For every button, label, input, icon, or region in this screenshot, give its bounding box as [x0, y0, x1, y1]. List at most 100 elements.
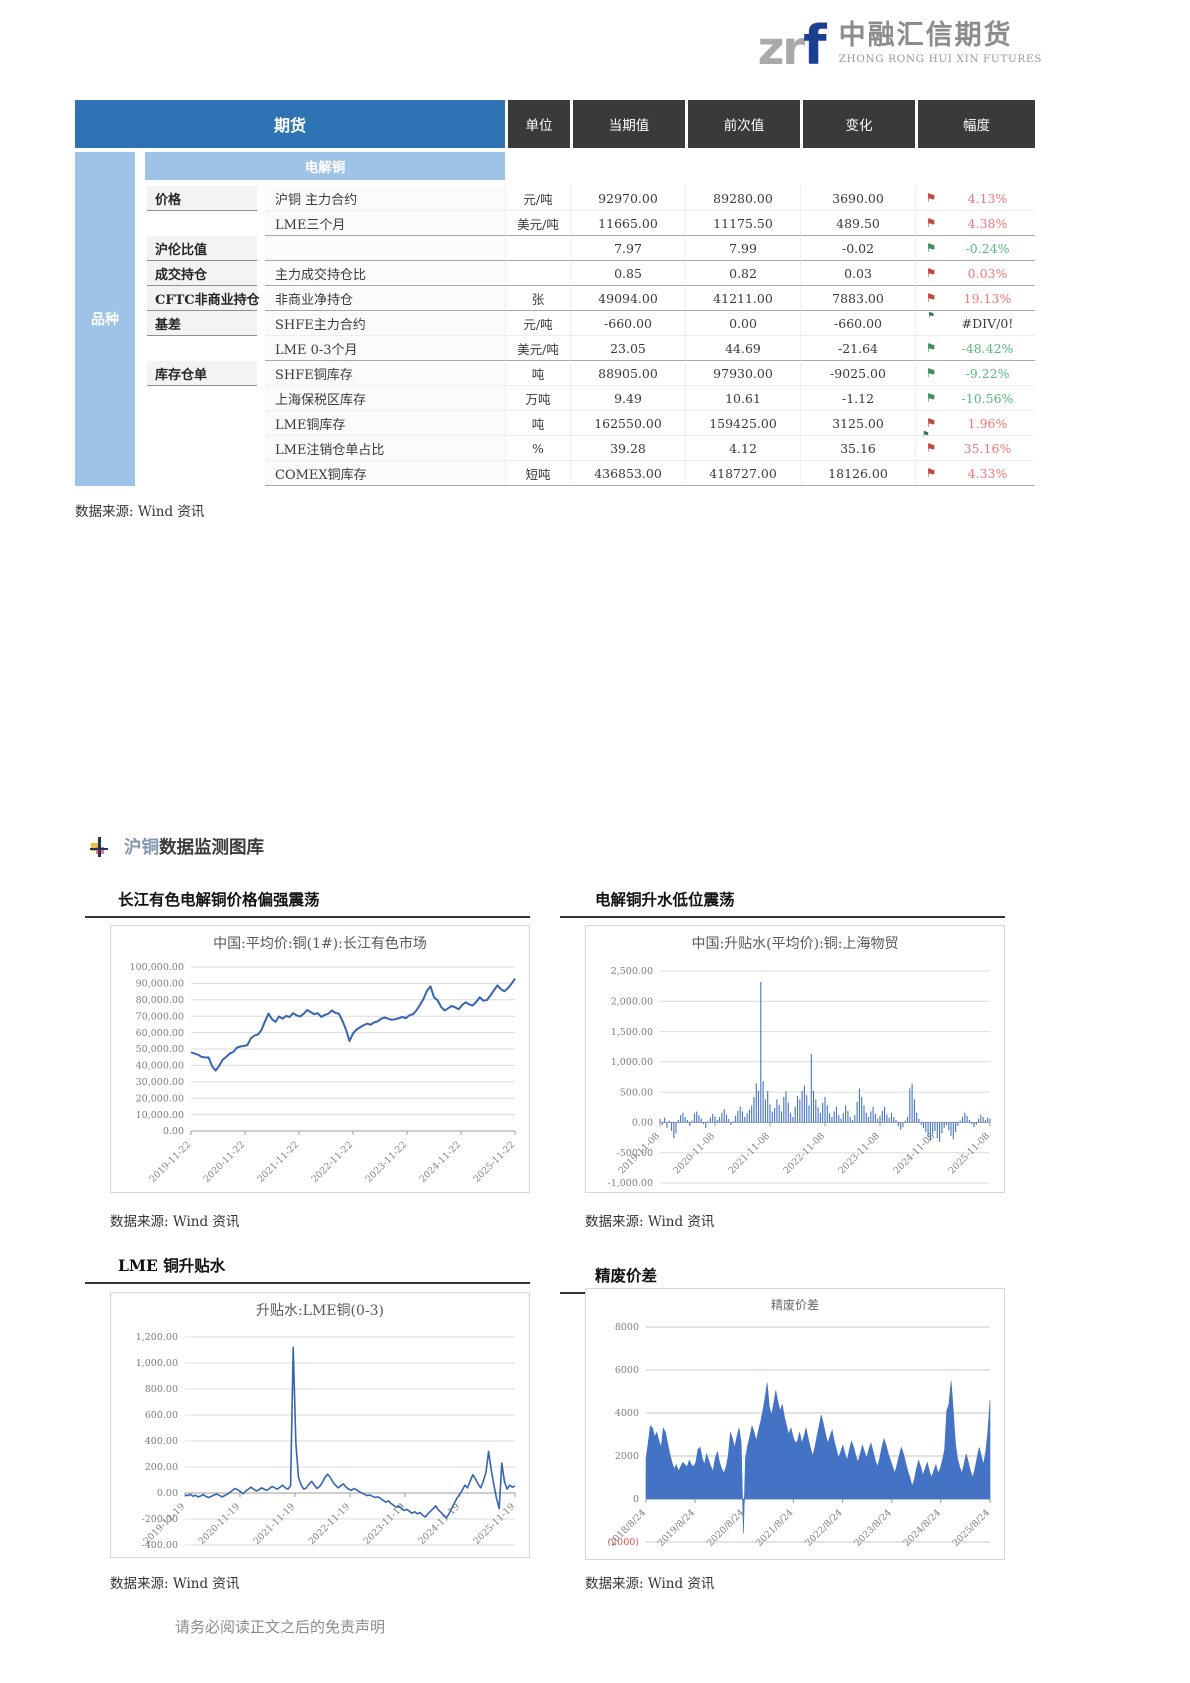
item-label: SHFE主力合约	[265, 311, 505, 336]
svg-text:2021-11-19: 2021-11-19	[251, 1501, 297, 1547]
table-row: 上海保税区库存 万吨 9.49 10.61 -1.12 ⚑ -10.56%	[145, 386, 1035, 411]
svg-text:2000: 2000	[615, 1451, 639, 1462]
up-flag-icon: ⚑	[925, 466, 937, 480]
svg-text:800.00: 800.00	[145, 1384, 178, 1395]
pct-cell: ⚑ -0.24%	[915, 236, 1035, 261]
pct-cell: ⚑ ⚑ 35.16%	[915, 431, 1035, 461]
change-value: -1.12	[800, 386, 915, 411]
pct-cell: ⚑ -48.42%	[915, 336, 1035, 361]
unit-value	[505, 261, 570, 286]
svg-text:0.00: 0.00	[163, 1126, 184, 1137]
change-value: -660.00	[800, 311, 915, 336]
mini-flag-icon: ⚑	[927, 310, 935, 321]
change-value: 489.50	[800, 211, 915, 236]
unit-value: 吨	[505, 361, 570, 386]
chart-plot-area: 1,200.00 1,000.00 800.00 600.00 400.00 200.00…	[136, 1332, 517, 1551]
logo-f-text: f	[803, 14, 827, 77]
svg-text:0.00: 0.00	[632, 1118, 653, 1129]
change-value: 0.03	[800, 261, 915, 286]
table-row: 成交持仓 主力成交持仓比 0.85 0.82 0.03 ⚑ 0.03%	[145, 261, 1035, 286]
svg-text:10,000.00: 10,000.00	[136, 1110, 184, 1121]
column-header-change: 变化	[800, 100, 915, 148]
category-cell	[145, 411, 265, 436]
pct-cell: ⚑ -10.56%	[915, 386, 1035, 411]
category-cell	[145, 386, 265, 411]
change-value: -21.64	[800, 336, 915, 361]
chart-inner-title: 中国:平均价:铜(1#):长江有色市场	[213, 936, 427, 952]
item-label: SHFE铜库存	[265, 361, 505, 386]
up-flag-icon: ⚑	[925, 441, 937, 455]
svg-text:2020-11-22: 2020-11-22	[201, 1139, 247, 1185]
svg-text:2022-11-22: 2022-11-22	[309, 1139, 355, 1185]
item-label: 沪铜 主力合约	[265, 186, 505, 211]
pct-value: -48.42%	[961, 340, 1014, 356]
pct-value: 4.38%	[967, 215, 1008, 231]
chart-source-note: 数据来源: Wind 资讯	[585, 1576, 715, 1592]
pct-cell: ⚑ 19.13%	[915, 286, 1035, 311]
table-row: LME三个月 美元/吨 11665.00 11175.50 489.50 ⚑ 4.38%	[145, 211, 1035, 236]
unit-value: 美元/吨	[505, 336, 570, 361]
current-value: 49094.00	[570, 286, 685, 311]
category-cell	[145, 461, 265, 486]
unit-value: 美元/吨	[505, 211, 570, 236]
section-bullet-icon	[90, 836, 108, 857]
svg-text:6000: 6000	[615, 1365, 639, 1376]
pct-cell: ⚑ -9.22%	[915, 361, 1035, 386]
item-label	[265, 236, 505, 261]
category-cell: 库存仓单	[145, 361, 265, 386]
svg-text:-400.00: -400.00	[142, 1540, 178, 1551]
svg-text:200.00: 200.00	[145, 1462, 178, 1473]
table-title-cell: 期货	[75, 100, 505, 148]
svg-text:2025/8/24: 2025/8/24	[951, 1507, 993, 1549]
svg-text:2024-11-19: 2024-11-19	[416, 1501, 462, 1547]
category-cell	[145, 336, 265, 361]
unit-value: 万吨	[505, 386, 570, 411]
previous-value: 0.82	[685, 261, 800, 286]
futures-table: 期货 单位 当期值 前次值 变化 幅度 品种 电解铜 价格 沪铜 主力合约 元/吨 9…	[75, 100, 1035, 490]
svg-text:8000: 8000	[615, 1322, 639, 1333]
svg-text:2019-11-22: 2019-11-22	[147, 1139, 193, 1185]
svg-text:50,000.00: 50,000.00	[136, 1044, 184, 1055]
svg-text:2023/8/24: 2023/8/24	[852, 1507, 894, 1549]
logo-zr-text: zr	[757, 21, 805, 75]
svg-text:-500.00: -500.00	[617, 1148, 653, 1159]
svg-text:2023-11-22: 2023-11-22	[363, 1139, 409, 1185]
pct-value: 1.96%	[967, 415, 1008, 431]
svg-text:2,500.00: 2,500.00	[611, 966, 653, 977]
item-label: 上海保税区库存	[265, 386, 505, 411]
chart-heading-changjiang: 长江有色电解铜价格偏强震荡	[85, 888, 530, 918]
company-name-en: ZHONG RONG HUI XIN FUTURES	[838, 53, 1042, 66]
svg-text:2022-11-08: 2022-11-08	[781, 1131, 827, 1177]
chart-heading-text: LME 铜升贴水	[118, 1256, 226, 1275]
svg-text:2,000.00: 2,000.00	[611, 997, 653, 1008]
chart-heading-premium: 电解铜升水低位震荡	[560, 888, 1005, 918]
section-title-rest: 数据监测图库	[159, 838, 264, 858]
table-row: 价格 沪铜 主力合约 元/吨 92970.00 89280.00 3690.00 ⚑ 4.13…	[145, 186, 1035, 211]
svg-text:2025-11-19: 2025-11-19	[471, 1501, 517, 1547]
svg-text:(2000): (2000)	[607, 1537, 639, 1548]
previous-value: 159425.00	[685, 411, 800, 436]
unit-value: 吨	[505, 411, 570, 436]
disclaimer-footer: 请务必阅读正文之后的免责声明	[175, 1618, 386, 1636]
category-cell: 沪伦比值	[145, 236, 265, 261]
chart-inner-title: 精废价差	[770, 1298, 819, 1312]
pct-value: -10.56%	[961, 390, 1014, 406]
svg-text:600.00: 600.00	[145, 1410, 178, 1421]
group-header-copper: 电解铜	[145, 152, 505, 180]
category-cell	[145, 211, 265, 236]
item-label: COMEX铜库存	[265, 461, 505, 486]
chart-source-note: 数据来源: Wind 资讯	[110, 1576, 240, 1592]
previous-value: 97930.00	[685, 361, 800, 386]
unit-value	[505, 236, 570, 261]
previous-value: 11175.50	[685, 211, 800, 236]
category-label: 沪伦比值	[147, 236, 257, 261]
svg-text:1,000.00: 1,000.00	[611, 1057, 653, 1068]
svg-text:0.00: 0.00	[157, 1488, 178, 1499]
category-cell: 基差	[145, 311, 265, 336]
mini-flag-icon: ⚑	[922, 430, 930, 440]
current-value: 9.49	[570, 386, 685, 411]
table-row: 沪伦比值 7.97 7.99 -0.02 ⚑ -0.24%	[145, 236, 1035, 261]
chart-changjiang-price: 中国:平均价:铜(1#):长江有色市场 100,000.00 90,000.00 8…	[110, 925, 530, 1193]
pct-cell: ⚑ #DIV/0!	[915, 311, 1035, 336]
column-header-unit: 单位	[505, 100, 570, 148]
